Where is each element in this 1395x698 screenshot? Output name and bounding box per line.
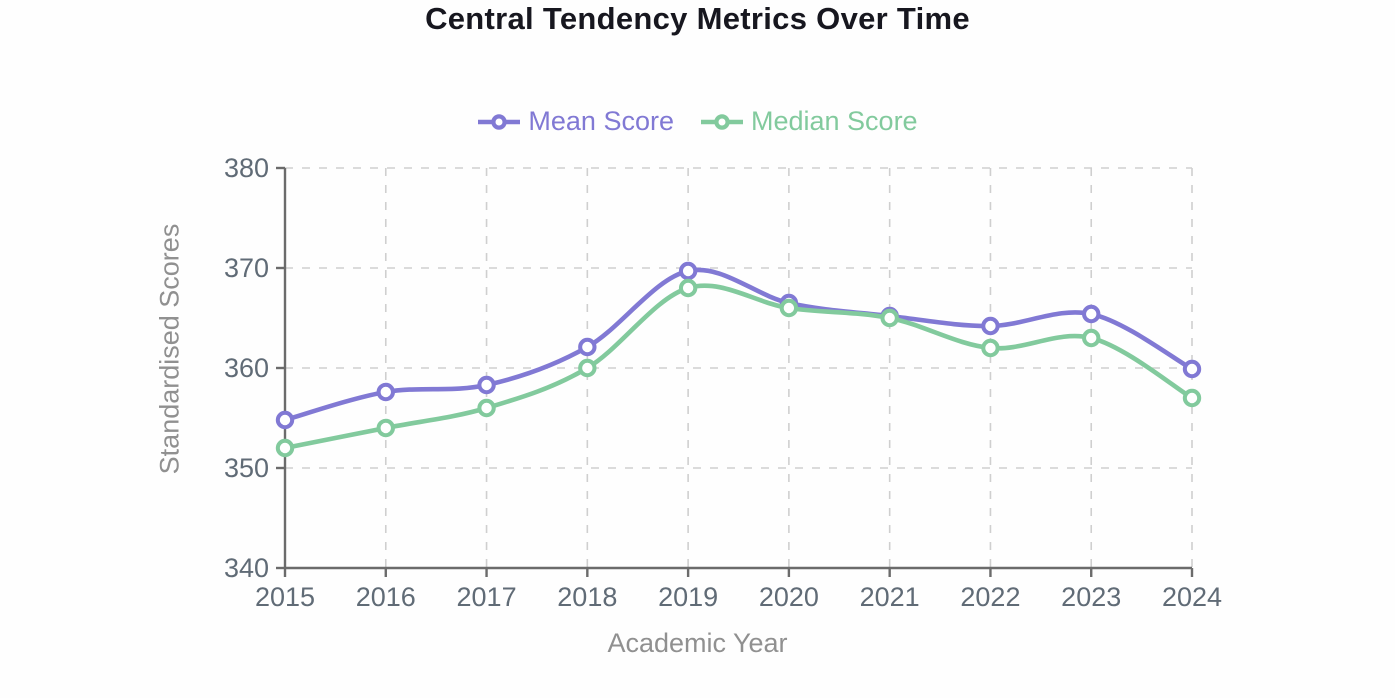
data-point-median[interactable] bbox=[981, 338, 1000, 358]
legend-label-median: Median Score bbox=[750, 106, 918, 136]
y-tick-label: 360 bbox=[224, 353, 269, 383]
x-tick-label: 2019 bbox=[658, 582, 718, 612]
data-point-mean[interactable] bbox=[678, 261, 698, 281]
data-point-median[interactable] bbox=[376, 418, 395, 438]
y-tick-label: 340 bbox=[224, 553, 269, 583]
x-tick-label: 2023 bbox=[1061, 582, 1121, 612]
x-tick-label: 2022 bbox=[960, 582, 1020, 612]
data-point-median[interactable] bbox=[477, 398, 496, 418]
data-point-median[interactable] bbox=[275, 438, 295, 458]
data-point-mean[interactable] bbox=[376, 382, 395, 402]
data-point-median[interactable] bbox=[678, 278, 698, 298]
legend: Mean Score Median Score bbox=[0, 106, 1395, 137]
series-line-median bbox=[282, 283, 1195, 451]
x-tick-label: 2017 bbox=[457, 582, 517, 612]
data-point-median[interactable] bbox=[779, 298, 799, 318]
y-tick-label: 350 bbox=[224, 453, 269, 483]
legend-marker-mean-icon bbox=[477, 112, 521, 132]
x-tick-label: 2020 bbox=[759, 582, 819, 612]
y-tick-label: 370 bbox=[224, 253, 269, 283]
data-point-mean[interactable] bbox=[981, 316, 1000, 336]
x-axis-title: Academic Year bbox=[607, 628, 788, 658]
legend-item-median[interactable]: Median Score bbox=[700, 106, 918, 137]
data-point-median[interactable] bbox=[1182, 388, 1202, 408]
series-line-mean bbox=[282, 267, 1195, 423]
x-tick-label: 2016 bbox=[356, 582, 416, 612]
x-tick-label: 2021 bbox=[860, 582, 920, 612]
legend-item-mean[interactable]: Mean Score bbox=[477, 106, 674, 137]
x-tick-label: 2018 bbox=[557, 582, 617, 612]
y-tick-label: 380 bbox=[224, 153, 269, 183]
chart-title: Central Tendency Metrics Over Time bbox=[425, 1, 970, 36]
data-point-mean[interactable] bbox=[275, 410, 295, 430]
x-tick-label: 2024 bbox=[1162, 582, 1222, 612]
data-point-mean[interactable] bbox=[1182, 359, 1202, 379]
data-point-median[interactable] bbox=[578, 358, 597, 378]
data-point-mean[interactable] bbox=[578, 337, 597, 357]
data-point-mean[interactable] bbox=[477, 375, 496, 395]
x-tick-label: 2015 bbox=[255, 582, 315, 612]
data-point-mean[interactable] bbox=[1082, 304, 1101, 324]
data-point-median[interactable] bbox=[880, 308, 899, 328]
data-point-median[interactable] bbox=[1082, 328, 1101, 348]
legend-label-mean: Mean Score bbox=[528, 106, 674, 136]
legend-marker-median-icon bbox=[700, 112, 744, 132]
